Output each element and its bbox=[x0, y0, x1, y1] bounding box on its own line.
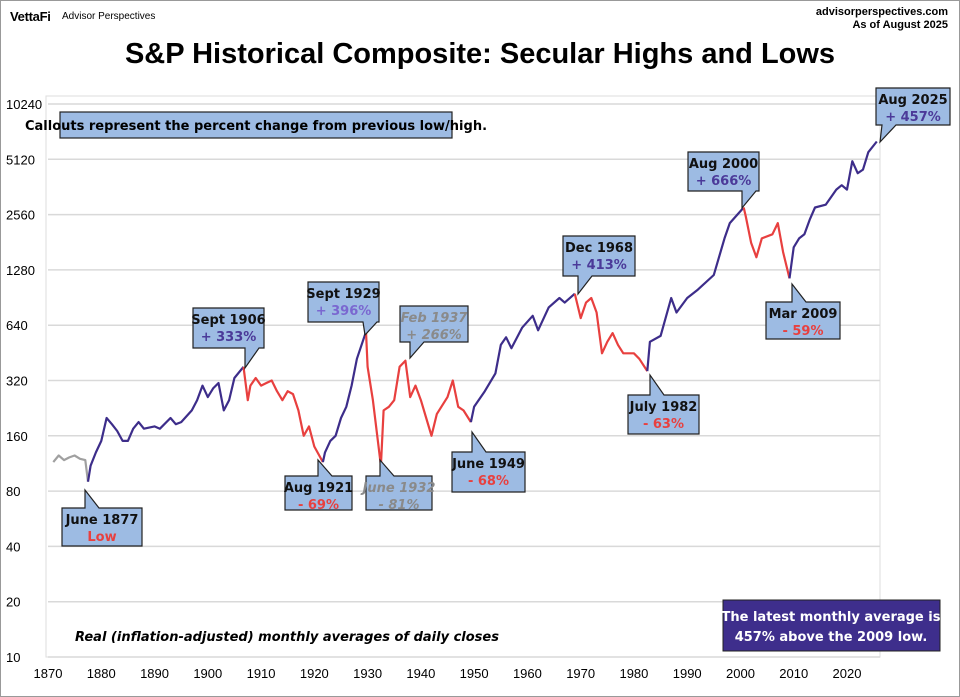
chart-title: S&P Historical Composite: Secular Highs … bbox=[124, 38, 836, 70]
y-tick-label: 40 bbox=[6, 539, 20, 554]
callout-label: Aug 2025 bbox=[878, 93, 947, 108]
callout: June 1877 Low bbox=[61, 488, 143, 547]
callout-label: Mar 2009 bbox=[769, 307, 838, 322]
series-segment-bull bbox=[321, 331, 368, 463]
x-tick-label: 1910 bbox=[247, 666, 276, 681]
callout-label: June 1949 bbox=[451, 457, 525, 472]
callout-label: June 1932 bbox=[360, 481, 436, 496]
x-tick-label: 1950 bbox=[460, 666, 489, 681]
x-tick-label: 1880 bbox=[87, 666, 116, 681]
x-tick-label: 1930 bbox=[353, 666, 382, 681]
y-tick-label: 1280 bbox=[6, 263, 35, 278]
callout: Aug 2000 + 666% bbox=[687, 151, 760, 210]
x-tick-label: 1970 bbox=[566, 666, 595, 681]
chart-subtitle: Real (inflation-adjusted) monthly averag… bbox=[75, 630, 499, 645]
callout-label: Aug 2000 bbox=[689, 157, 758, 172]
series-segment-bear bbox=[742, 207, 791, 279]
callout-box bbox=[399, 305, 469, 360]
callout-label: Dec 1968 bbox=[565, 241, 633, 256]
x-tick-label: 1940 bbox=[406, 666, 435, 681]
callout-change: + 413% bbox=[571, 258, 627, 273]
series-segment-bear bbox=[364, 331, 472, 467]
callout-change: + 666% bbox=[696, 174, 752, 189]
y-tick-label: 5120 bbox=[6, 152, 35, 167]
callout: Sept 1906 + 333% bbox=[191, 307, 266, 370]
y-tick-label: 10 bbox=[6, 650, 20, 665]
callout-box bbox=[284, 458, 353, 511]
series-segment-bear bbox=[242, 366, 324, 463]
series-segment-bull bbox=[469, 292, 576, 423]
callout-change: Low bbox=[87, 530, 116, 545]
callout: July 1982 - 63% bbox=[627, 373, 700, 435]
as-of-date: As of August 2025 bbox=[852, 19, 948, 31]
callout-box bbox=[875, 87, 951, 144]
callout-change: - 63% bbox=[643, 417, 684, 432]
callout-box bbox=[61, 488, 143, 547]
callout: Sept 1929 + 396% bbox=[306, 281, 381, 337]
x-tick-label: 1960 bbox=[513, 666, 542, 681]
y-tick-label: 160 bbox=[6, 429, 28, 444]
callout-change: - 69% bbox=[298, 498, 339, 513]
callout-box bbox=[192, 307, 265, 370]
series-segment-bull bbox=[86, 366, 245, 482]
callout-change: - 59% bbox=[782, 324, 823, 339]
x-tick-label: 2010 bbox=[779, 666, 808, 681]
callout-box bbox=[765, 282, 841, 340]
series-segment-bull bbox=[788, 140, 878, 279]
note-box: Callouts represent the percent change fr… bbox=[25, 111, 487, 139]
callout-label: Aug 1921 bbox=[284, 481, 353, 496]
callout-change: + 333% bbox=[201, 330, 257, 345]
x-tick-label: 1900 bbox=[193, 666, 222, 681]
callout-label: June 1877 bbox=[65, 513, 139, 528]
callout-box bbox=[365, 458, 433, 511]
callout-label: July 1982 bbox=[629, 400, 698, 415]
series-segment-bull bbox=[646, 206, 745, 372]
callout-change: + 396% bbox=[316, 304, 372, 319]
callout-box bbox=[562, 235, 636, 296]
x-tick-label: 1890 bbox=[140, 666, 169, 681]
y-tick-label: 20 bbox=[6, 595, 20, 610]
x-tick-label: 2020 bbox=[833, 666, 862, 681]
y-tick-label: 320 bbox=[6, 374, 28, 389]
callout: Aug 1921 - 69% bbox=[284, 458, 353, 513]
note-text: Callouts represent the percent change fr… bbox=[25, 119, 487, 134]
callout-box bbox=[687, 151, 760, 210]
callout-change: + 266% bbox=[406, 328, 462, 343]
callout-change: - 81% bbox=[378, 498, 419, 513]
summary-line-1: The latest monthly average is bbox=[722, 610, 941, 625]
series-segment-pre bbox=[52, 454, 90, 482]
x-tick-label: 2000 bbox=[726, 666, 755, 681]
summary-line-2: 457% above the 2009 low. bbox=[735, 630, 928, 645]
callout-box bbox=[627, 373, 700, 435]
y-tick-label: 2560 bbox=[6, 208, 35, 223]
source-site: advisorperspectives.com bbox=[815, 6, 948, 18]
y-tick-label: 10240 bbox=[6, 97, 42, 112]
callout-change: + 457% bbox=[885, 110, 941, 125]
series-segment-bear bbox=[573, 293, 649, 372]
x-tick-label: 1920 bbox=[300, 666, 329, 681]
vettafi-logo: VettaFi bbox=[10, 9, 51, 24]
callout: Dec 1968 + 413% bbox=[562, 235, 636, 296]
callout: Aug 2025 + 457% bbox=[875, 87, 951, 144]
x-tick-label: 1980 bbox=[619, 666, 648, 681]
y-tick-label: 640 bbox=[6, 318, 28, 333]
source-info: advisorperspectives.com As of August 202… bbox=[816, 6, 948, 32]
callout: June 1949 - 68% bbox=[451, 430, 526, 493]
callout-box bbox=[451, 430, 526, 493]
summary-box: The latest monthly average is 457% above… bbox=[722, 599, 941, 652]
callout-change: - 68% bbox=[468, 474, 509, 489]
callout-label: Feb 1937 bbox=[401, 311, 469, 326]
x-tick-label: 1870 bbox=[34, 666, 63, 681]
x-tick-label: 1990 bbox=[673, 666, 702, 681]
callout-box bbox=[307, 281, 380, 337]
y-tick-label: 80 bbox=[6, 484, 20, 499]
brand-subtitle: Advisor Perspectives bbox=[62, 11, 156, 22]
callout: Mar 2009 - 59% bbox=[765, 282, 841, 340]
callout: June 1932 - 81% bbox=[360, 458, 436, 513]
callout-label: Sept 1906 bbox=[191, 313, 265, 328]
callout-label: Sept 1929 bbox=[306, 287, 380, 302]
callout: Feb 1937 + 266% bbox=[399, 305, 469, 360]
